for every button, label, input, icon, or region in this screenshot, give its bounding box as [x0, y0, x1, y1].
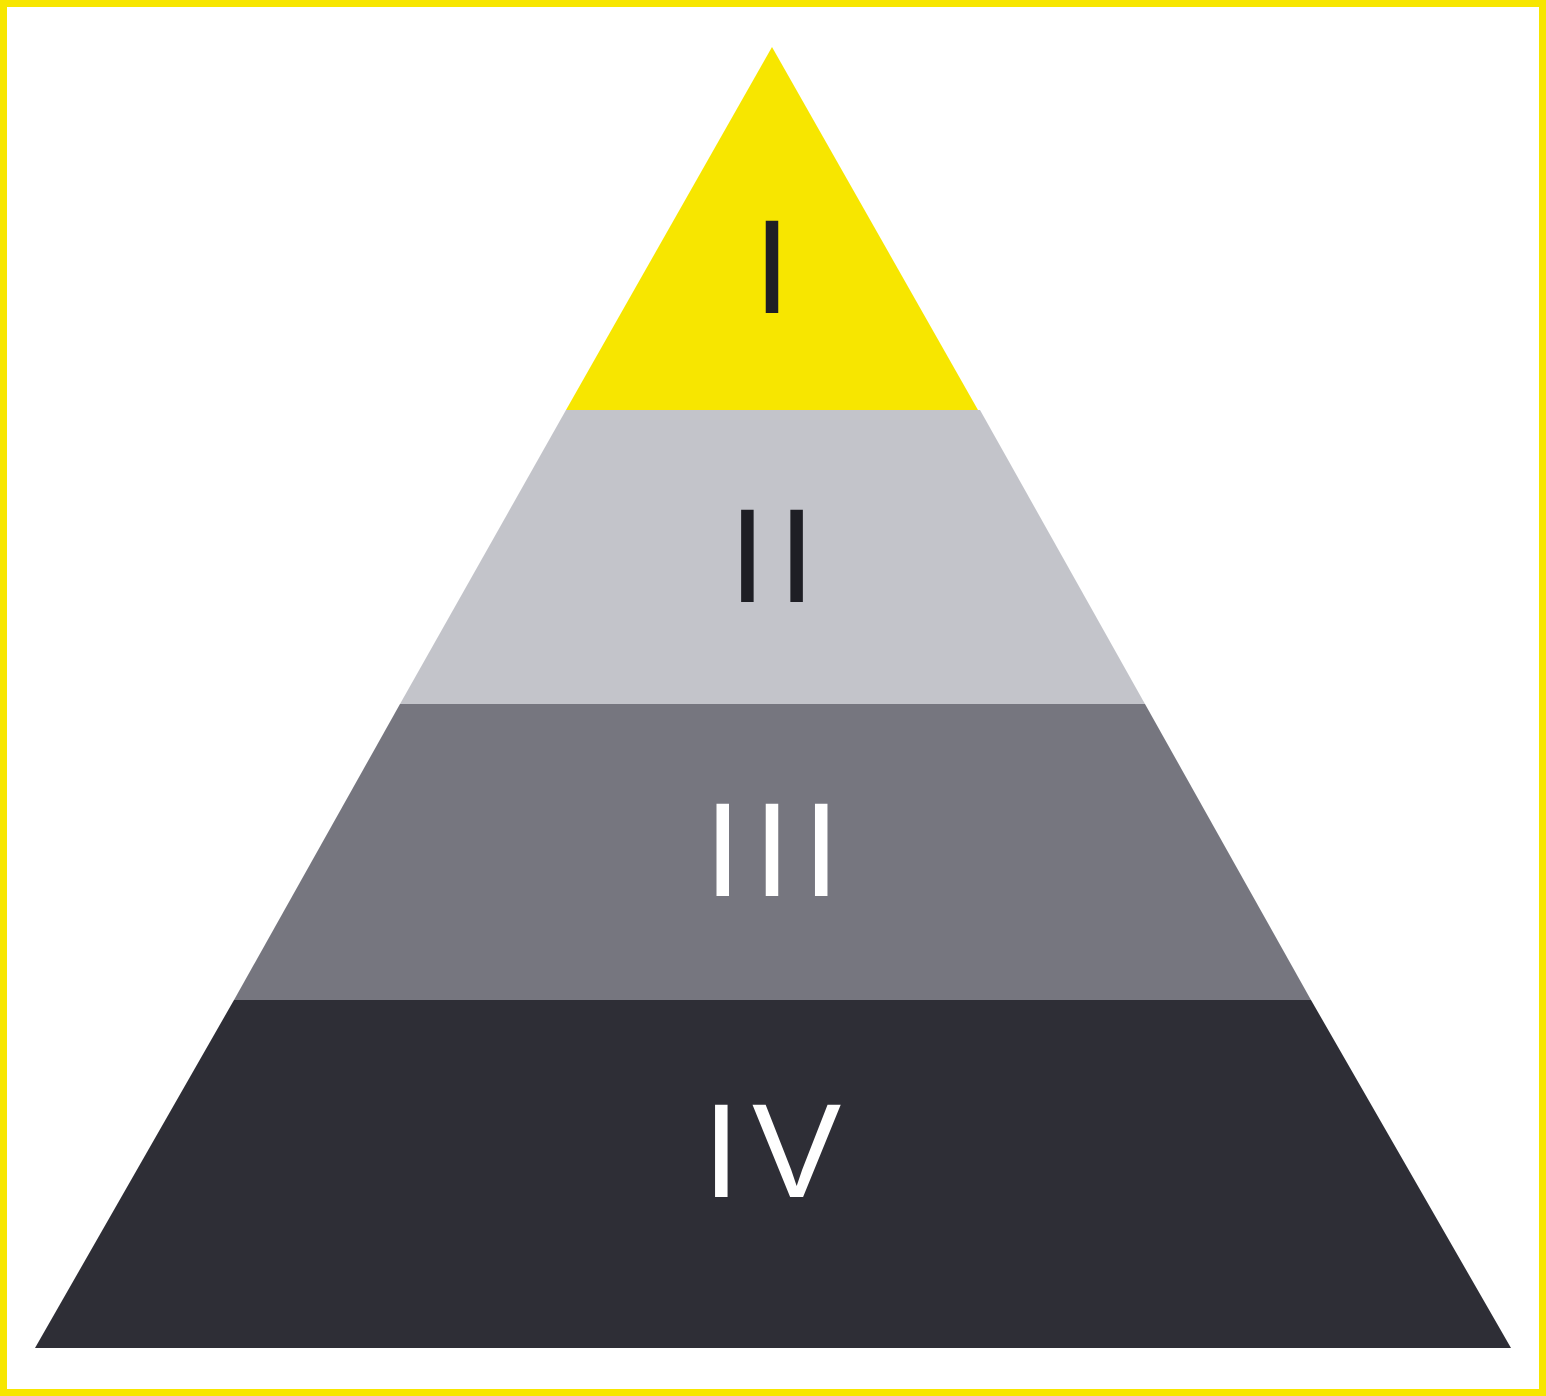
tier-1-shape [566, 47, 978, 410]
tier-2: II [400, 410, 1145, 704]
tier-3: III [234, 704, 1311, 1000]
tier-4-label: IV [703, 1077, 854, 1226]
tier-3-label: III [704, 776, 852, 925]
tier-2-shape [400, 410, 1145, 704]
tier-4: IV [35, 1000, 1511, 1348]
tier-4-shape [35, 1000, 1511, 1348]
tier-1-label: I [753, 193, 790, 342]
tier-2-label: II [729, 482, 827, 631]
tier-3-shape [234, 704, 1311, 1000]
tier-1: I [566, 47, 978, 410]
